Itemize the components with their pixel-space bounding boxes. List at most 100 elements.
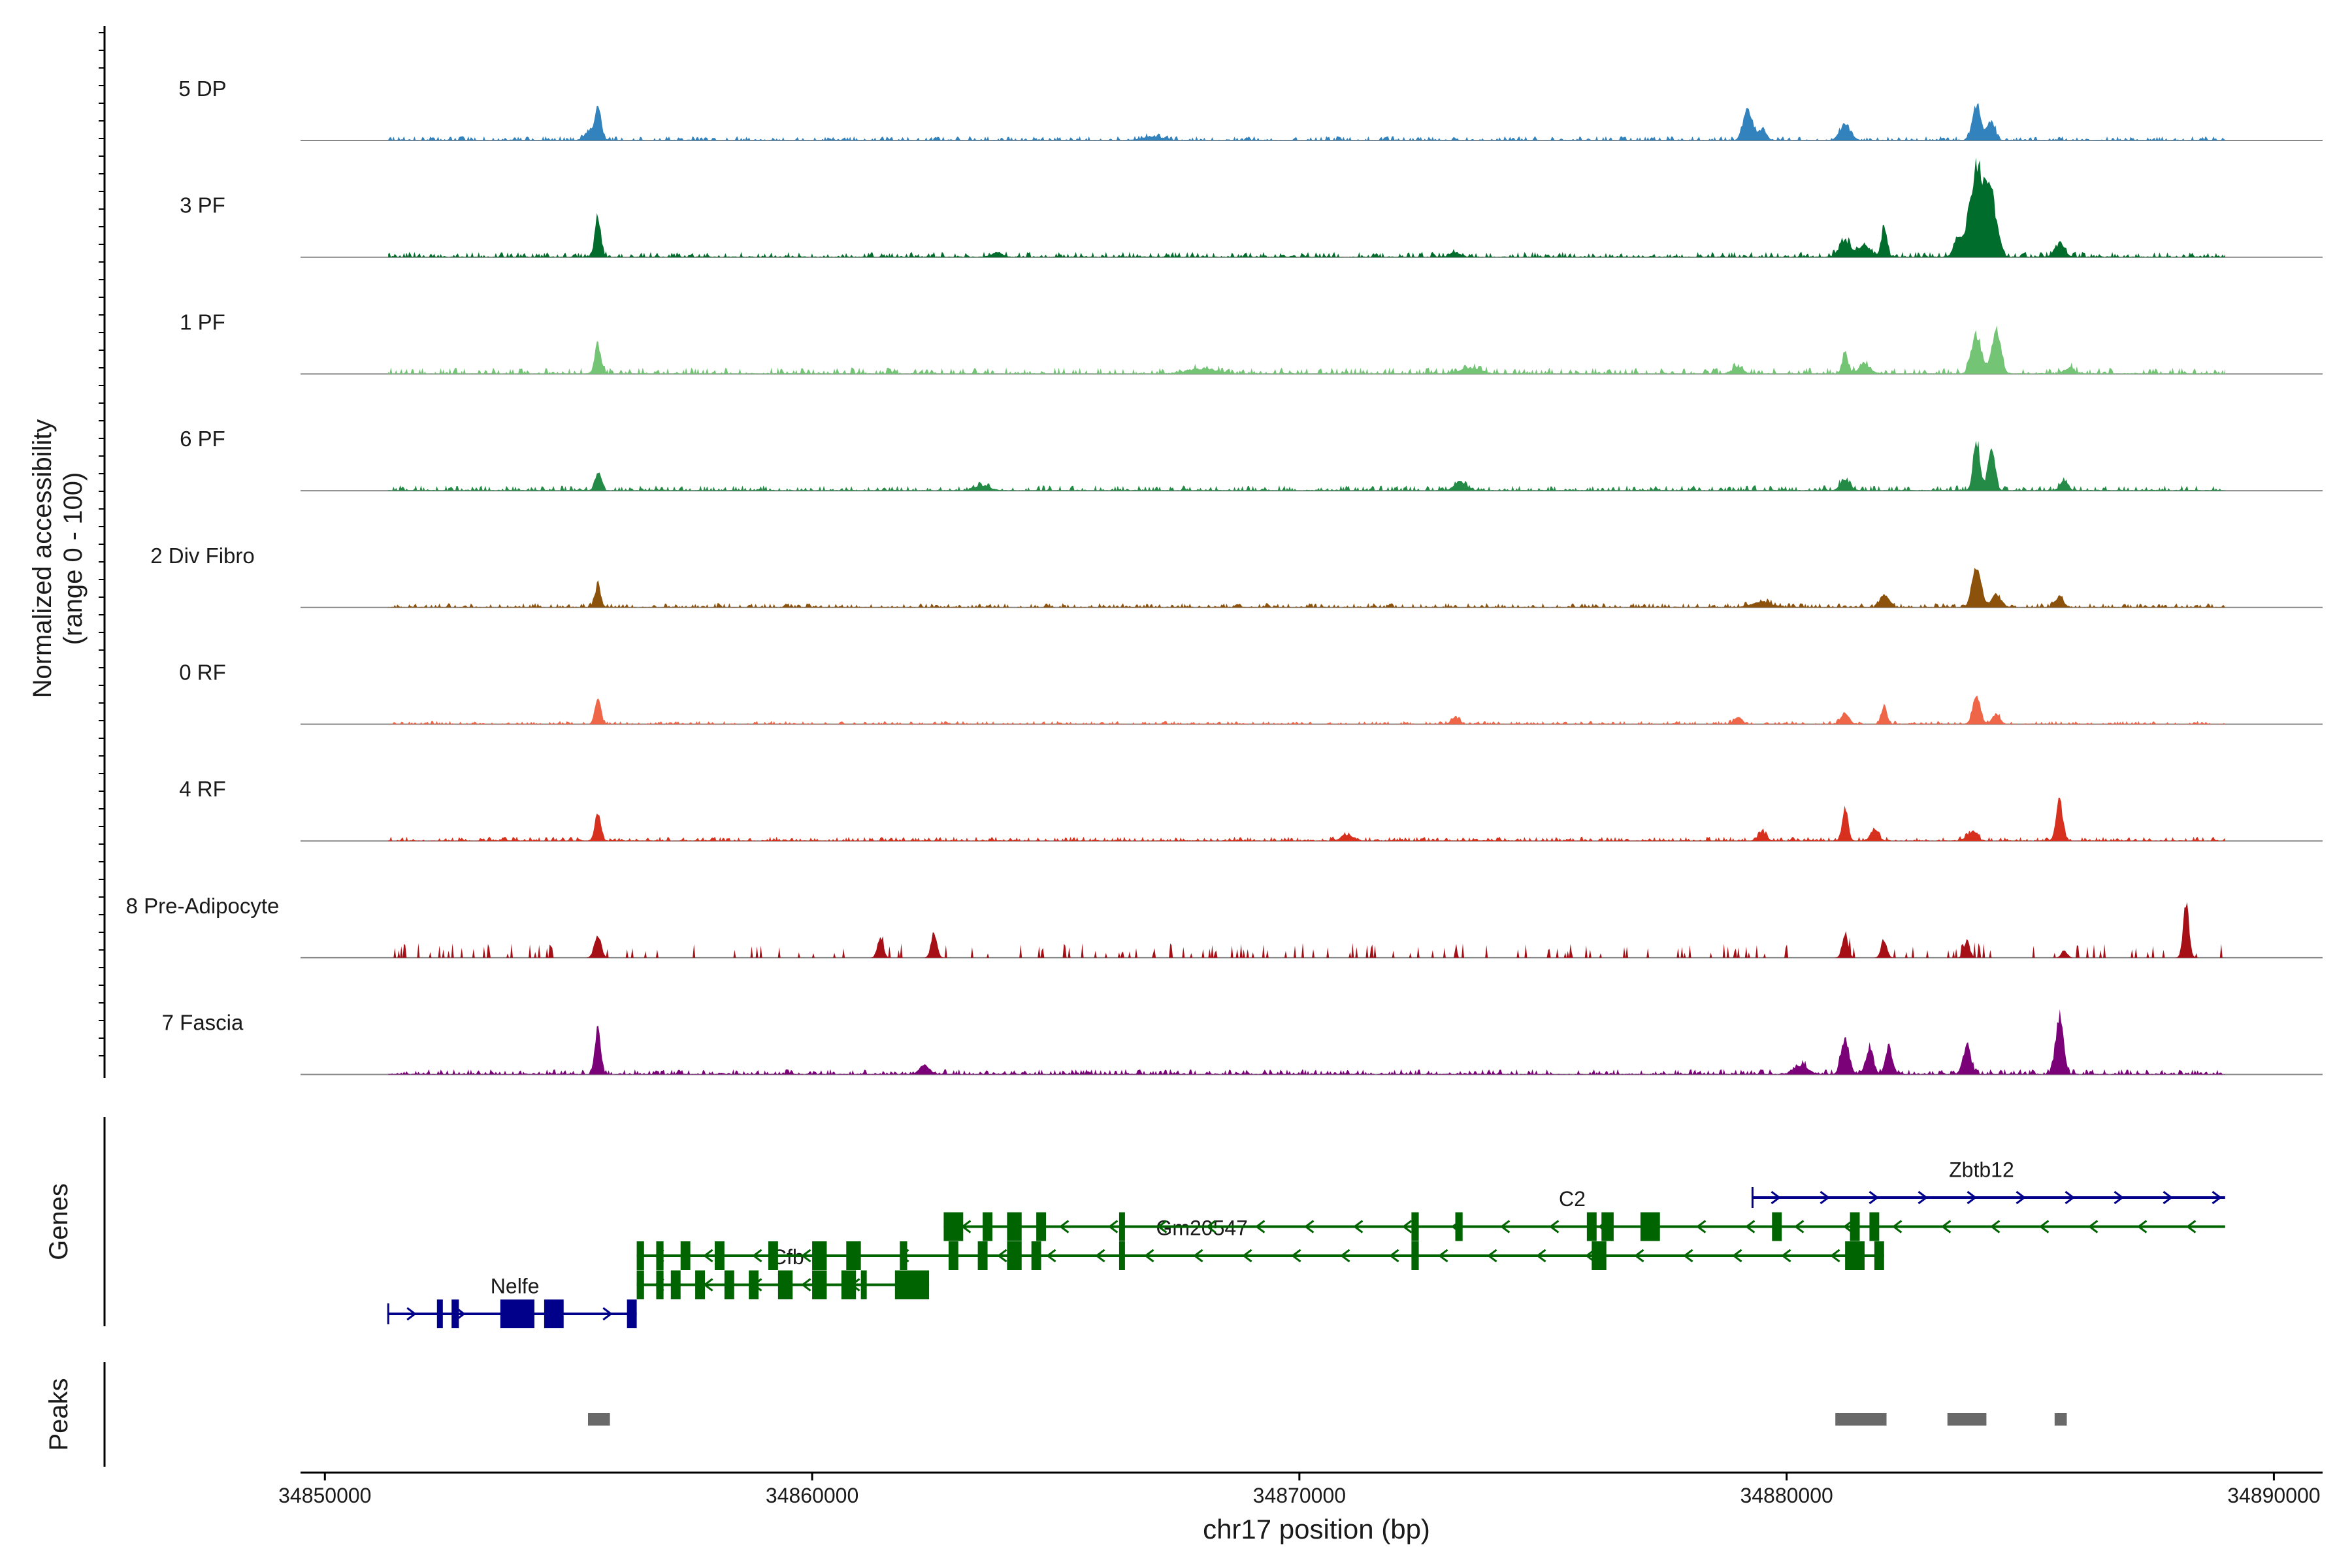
- exon: [977, 1241, 988, 1270]
- exon: [1869, 1212, 1880, 1241]
- exon: [812, 1241, 827, 1270]
- track-label: 0 RF: [179, 661, 226, 685]
- y-axis-title-line2: (range 0 - 100): [59, 472, 88, 645]
- track-label: 1 PF: [180, 310, 225, 334]
- strand-arrow: [1107, 1220, 1119, 1233]
- strand-arrow: [1771, 1190, 1781, 1205]
- exon: [627, 1299, 637, 1328]
- strand-arrow: [2038, 1220, 2050, 1233]
- strand-arrow: [1095, 1249, 1105, 1263]
- strand-arrow: [1989, 1220, 2001, 1233]
- track-label: 4 RF: [179, 777, 226, 801]
- strand-arrow: [997, 1249, 1007, 1263]
- strand-arrow: [1242, 1249, 1252, 1263]
- exon: [1772, 1212, 1782, 1241]
- exon: [1411, 1212, 1419, 1241]
- strand-arrow: [1401, 1220, 1413, 1233]
- strand-arrow: [1291, 1249, 1301, 1263]
- strand-arrow: [1940, 1220, 1952, 1233]
- strand-arrow: [2114, 1190, 2124, 1205]
- track-8-pre-adipocyte: 8 Pre-Adipocyte: [126, 894, 2323, 958]
- exon: [680, 1241, 691, 1270]
- strand-arrow: [752, 1249, 762, 1263]
- exon: [1007, 1212, 1022, 1241]
- strand-arrow: [1193, 1249, 1203, 1263]
- exon: [714, 1241, 725, 1270]
- track-6-pf: 6 PF: [180, 427, 2323, 492]
- track-5-dp: 5 DP: [178, 76, 2323, 141]
- exon: [544, 1299, 564, 1328]
- strand-arrow: [1842, 1220, 1854, 1233]
- x-tick-label: 34890000: [2227, 1484, 2320, 1507]
- exon: [724, 1270, 734, 1299]
- strand-arrow: [1499, 1220, 1511, 1233]
- exon: [695, 1270, 705, 1299]
- exon: [900, 1241, 907, 1270]
- strand-arrow: [1352, 1220, 1364, 1233]
- exon: [1455, 1212, 1463, 1241]
- strand-arrow: [2185, 1220, 2197, 1233]
- coverage-area: [388, 568, 2225, 608]
- gene-nelfe: Nelfe: [387, 1275, 637, 1328]
- exon: [1592, 1241, 1607, 1270]
- genes-panel-title: Genes: [44, 1183, 73, 1260]
- peak-region: [2054, 1413, 2067, 1426]
- exon: [1874, 1241, 1884, 1270]
- exon: [1586, 1212, 1597, 1241]
- exon: [943, 1212, 964, 1241]
- gene-zbtb12: Zbtb12: [1751, 1158, 2225, 1208]
- exon: [846, 1241, 861, 1270]
- strand-arrow: [1536, 1249, 1546, 1263]
- strand-arrow: [602, 1307, 613, 1321]
- exon: [1640, 1212, 1660, 1241]
- strand-arrow: [1144, 1249, 1154, 1263]
- exon: [1850, 1212, 1860, 1241]
- x-axis: 34850000 34860000 34870000 34880000 34890000: [278, 1471, 2323, 1507]
- strand-arrow: [1695, 1220, 1707, 1233]
- track-label: 2 Div Fibro: [150, 544, 255, 568]
- strand-arrow: [1156, 1220, 1168, 1233]
- strand-arrow: [1793, 1220, 1805, 1233]
- strand-arrow: [1744, 1220, 1756, 1233]
- exon: [777, 1270, 793, 1299]
- gene-label: Nelfe: [491, 1275, 540, 1298]
- exon: [636, 1270, 644, 1299]
- exon: [1036, 1212, 1047, 1241]
- strand-arrow: [1438, 1249, 1448, 1263]
- strand-arrow: [1205, 1220, 1217, 1233]
- strand-arrow: [1389, 1249, 1399, 1263]
- strand-arrow: [2016, 1190, 2026, 1205]
- strand-arrow: [2087, 1220, 2099, 1233]
- strand-arrow: [1058, 1220, 1070, 1233]
- exon: [860, 1270, 867, 1299]
- strand-arrow: [1683, 1249, 1693, 1263]
- x-tick-label: 34860000: [766, 1484, 858, 1507]
- strand-arrow: [1781, 1249, 1791, 1263]
- strand-arrow: [1820, 1190, 1830, 1205]
- strand-arrow: [2136, 1220, 2148, 1233]
- track-2-div-fibro: 2 Div Fibro: [150, 544, 2323, 608]
- exon: [749, 1270, 759, 1299]
- strand-arrow: [1732, 1249, 1742, 1263]
- track-7-fascia: 7 Fascia: [162, 1009, 2323, 1075]
- track-label: 7 Fascia: [162, 1011, 244, 1035]
- exon: [436, 1299, 443, 1328]
- strand-arrow: [703, 1249, 713, 1263]
- exon: [1601, 1212, 1614, 1241]
- y-axis-title-line1: Normalized accessibility: [28, 419, 57, 698]
- exon: [983, 1212, 993, 1241]
- exon: [451, 1299, 459, 1328]
- track-label: 3 PF: [180, 193, 225, 218]
- strand-arrow: [2163, 1190, 2173, 1205]
- strand-arrow: [2212, 1190, 2222, 1205]
- strand-arrow: [1891, 1220, 1903, 1233]
- track-1-pf: 1 PF: [180, 310, 2323, 375]
- strand-arrow: [1340, 1249, 1350, 1263]
- coverage-tracks: 5 DP 3 PF 1 PF 6 PF 2 Div Fibro 0 RF 4 RF 8 Pre…: [99, 32, 2323, 1075]
- x-tick-label: 34850000: [278, 1484, 371, 1507]
- peak-track: [588, 1413, 2067, 1426]
- strand-arrow: [1254, 1220, 1266, 1233]
- gene-c2: C2: [943, 1187, 2225, 1241]
